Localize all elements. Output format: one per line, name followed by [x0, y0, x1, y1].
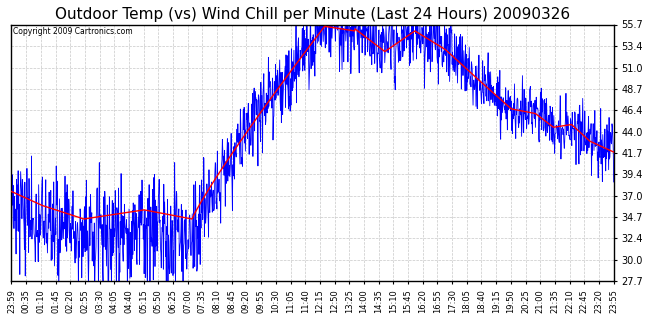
Title: Outdoor Temp (vs) Wind Chill per Minute (Last 24 Hours) 20090326: Outdoor Temp (vs) Wind Chill per Minute …	[55, 7, 570, 22]
Text: Copyright 2009 Cartronics.com: Copyright 2009 Cartronics.com	[12, 27, 132, 36]
